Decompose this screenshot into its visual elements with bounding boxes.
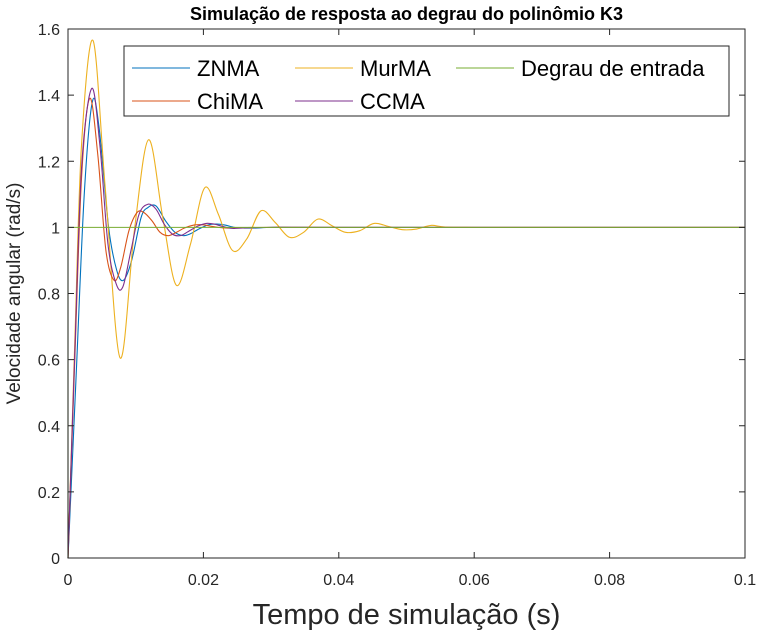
legend-label: ZNMA — [197, 56, 260, 81]
plot-area — [68, 29, 745, 558]
y-tick-label: 0.8 — [38, 287, 60, 304]
series-line-murma — [67, 39, 745, 559]
y-tick-label: 0 — [51, 551, 60, 568]
x-tick-label: 0.02 — [188, 572, 219, 589]
legend-label: ChiMA — [197, 89, 263, 114]
x-tick-label: 0.06 — [459, 572, 490, 589]
y-tick-label: 1 — [51, 220, 60, 237]
y-tick-label: 1.6 — [38, 22, 60, 39]
legend: ZNMA ChiMA MurMA CCMA Degrau de entrada — [123, 45, 730, 117]
y-tick-label: 1.2 — [38, 154, 60, 171]
y-axis-label: Velocidade angular (rad/s) — [4, 183, 25, 405]
legend-label: MurMA — [360, 56, 431, 81]
legend-label: Degrau de entrada — [521, 56, 705, 81]
ticks-layer: 0 0.02 0.04 0.06 0.08 0.1 0 0.2 0.4 0.6 0.8 1 1.2 1.4… — [38, 22, 756, 589]
y-tick-label: 0.4 — [38, 419, 60, 436]
x-tick-label: 0.04 — [323, 572, 354, 589]
y-tick-label: 1.4 — [38, 88, 60, 105]
x-axis-label: Tempo de simulação (s) — [253, 599, 561, 631]
x-tick-label: 0.08 — [594, 572, 625, 589]
legend-box — [123, 45, 730, 117]
y-tick-label: 0.2 — [38, 485, 60, 502]
x-tick-label: 0.1 — [734, 572, 756, 589]
y-tick-label: 0.6 — [38, 353, 60, 370]
chart-title: Simulação de resposta ao degrau do polin… — [190, 4, 623, 24]
legend-label: CCMA — [360, 89, 425, 114]
series-line-ccma — [67, 87, 745, 559]
x-tick-label: 0 — [64, 572, 73, 589]
